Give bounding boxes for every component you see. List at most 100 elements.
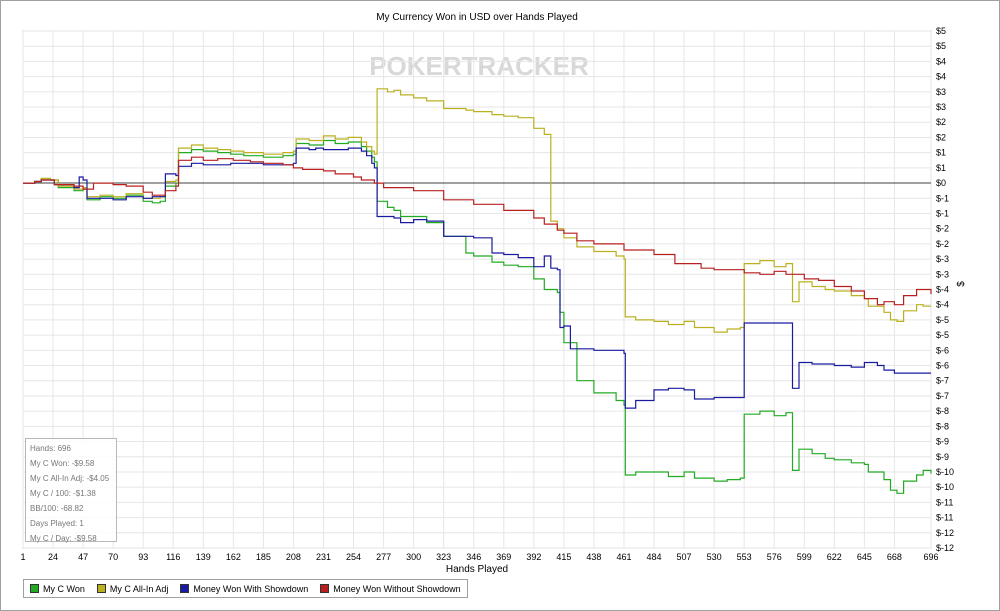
- x-tick-label: 323: [436, 552, 451, 562]
- stat-per-day: My C / Day: -$9.58: [30, 534, 97, 543]
- y-tick-label: $-7: [936, 391, 949, 401]
- x-tick-label: 696: [923, 552, 938, 562]
- y-tick-label: $-8: [936, 421, 949, 431]
- x-tick-label: 553: [737, 552, 752, 562]
- y-tick-label: $-2: [936, 224, 949, 234]
- legend-swatch: [180, 584, 190, 593]
- y-tick-label: $-6: [936, 345, 949, 355]
- y-tick-label: $-12: [936, 543, 954, 553]
- chart-legend: My C Won My C All-In Adj Money Won With …: [23, 579, 468, 598]
- grid-lines: [22, 30, 932, 549]
- series-line: [23, 139, 932, 494]
- x-tick-label: 300: [406, 552, 421, 562]
- y-tick-label: $5: [936, 41, 946, 51]
- x-tick-label: 507: [677, 552, 692, 562]
- x-tick-label: 24: [48, 552, 58, 562]
- x-tick-label: 438: [586, 552, 601, 562]
- y-tick-label: $2: [936, 132, 946, 142]
- y-axis-label: $: [956, 281, 967, 287]
- y-tick-label: $-11: [936, 497, 953, 507]
- y-tick-label: $-3: [936, 269, 949, 279]
- y-axis-ticks: $5 $5 $4 $4 $3 $3 $2 $2 $1 $1 $0 $-1 $-1 $-2 $-2 $-3 $-3…: [936, 26, 954, 553]
- y-tick-label: $3: [936, 102, 946, 112]
- x-tick-label: 162: [226, 552, 241, 562]
- y-tick-label: $-9: [936, 437, 949, 447]
- x-tick-label: 231: [316, 552, 331, 562]
- x-tick-label: 93: [138, 552, 148, 562]
- watermark-logo: POKERTRACKER: [369, 51, 589, 81]
- x-tick-label: 208: [286, 552, 301, 562]
- y-tick-label: $-12: [936, 528, 954, 538]
- y-tick-label: $1: [936, 148, 946, 158]
- x-tick-label: 622: [827, 552, 842, 562]
- legend-swatch: [320, 584, 330, 593]
- y-tick-label: $-9: [936, 452, 949, 462]
- y-tick-label: $-4: [936, 300, 949, 310]
- x-tick-label: 645: [857, 552, 872, 562]
- legend-label: My C Won: [43, 583, 85, 594]
- y-tick-label: $-4: [936, 285, 949, 295]
- y-tick-label: $-10: [936, 482, 954, 492]
- legend-item[interactable]: My C Won: [30, 584, 85, 594]
- x-tick-label: 116: [166, 552, 180, 562]
- y-tick-label: $0: [936, 178, 946, 188]
- y-tick-label: $-5: [936, 315, 949, 325]
- y-tick-label: $4: [936, 72, 946, 82]
- legend-label: My C All-In Adj: [109, 583, 169, 594]
- stat-allin-adj: My C All-In Adj: -$4.05: [30, 474, 110, 483]
- legend-item[interactable]: Money Won With Showdown: [180, 584, 308, 594]
- x-tick-label: 530: [707, 552, 722, 562]
- x-tick-label: 346: [466, 552, 481, 562]
- y-tick-label: $-7: [936, 376, 949, 386]
- x-tick-label: 47: [78, 552, 88, 562]
- y-tick-label: $4: [936, 56, 946, 66]
- legend-label: Money Won Without Showdown: [333, 583, 461, 594]
- x-tick-label: 668: [887, 552, 902, 562]
- x-tick-label: 139: [196, 552, 211, 562]
- x-tick-label: 392: [526, 552, 541, 562]
- y-tick-label: $-5: [936, 330, 949, 340]
- y-tick-label: $-11: [936, 513, 953, 523]
- stat-bb-100: BB/100: -68.82: [30, 504, 84, 513]
- y-tick-label: $-10: [936, 467, 954, 477]
- x-axis-label: Hands Played: [446, 564, 508, 575]
- x-tick-label: 369: [496, 552, 511, 562]
- y-tick-label: $-1: [936, 208, 949, 218]
- chart-title: My Currency Won in USD over Hands Played: [376, 12, 578, 23]
- x-tick-label: 277: [376, 552, 391, 562]
- stat-hands: Hands: 696: [30, 444, 71, 453]
- stats-box: Hands: 696 My C Won: -$9.58 My C All-In …: [25, 438, 117, 543]
- legend-swatch: [96, 584, 106, 593]
- y-tick-label: $-1: [936, 193, 949, 203]
- legend-item[interactable]: Money Won Without Showdown: [320, 583, 461, 594]
- series-line: [23, 88, 931, 333]
- y-tick-label: $-8: [936, 406, 949, 416]
- y-tick-label: $2: [936, 117, 946, 127]
- y-tick-label: $1: [936, 163, 946, 173]
- y-tick-label: $-6: [936, 361, 949, 371]
- x-tick-label: 576: [767, 552, 782, 562]
- x-tick-label: 1: [20, 552, 25, 562]
- x-tick-label: 461: [616, 552, 631, 562]
- x-tick-label: 415: [556, 552, 571, 562]
- y-tick-label: $5: [936, 26, 946, 36]
- x-tick-label: 484: [647, 552, 662, 562]
- series-line: [23, 147, 931, 409]
- stat-days-played: Days Played: 1: [30, 519, 84, 528]
- legend-label: Money Won With Showdown: [193, 583, 309, 594]
- stat-per-100: My C / 100: -$1.38: [30, 489, 96, 498]
- y-tick-label: $3: [936, 87, 946, 97]
- x-tick-label: 599: [797, 552, 812, 562]
- series-lines: [23, 88, 932, 494]
- x-tick-label: 70: [108, 552, 118, 562]
- series-line: [23, 156, 932, 306]
- y-tick-label: $-3: [936, 254, 949, 264]
- x-tick-label: 254: [346, 552, 361, 562]
- x-axis-ticks: 1 24 47 70 93 116 139 162 185 208 231 254 277 300 323 3…: [20, 552, 938, 562]
- legend-swatch: [30, 584, 39, 593]
- x-tick-label: 185: [256, 552, 271, 562]
- y-tick-label: $-2: [936, 239, 949, 249]
- legend-item[interactable]: My C All-In Adj: [96, 583, 169, 594]
